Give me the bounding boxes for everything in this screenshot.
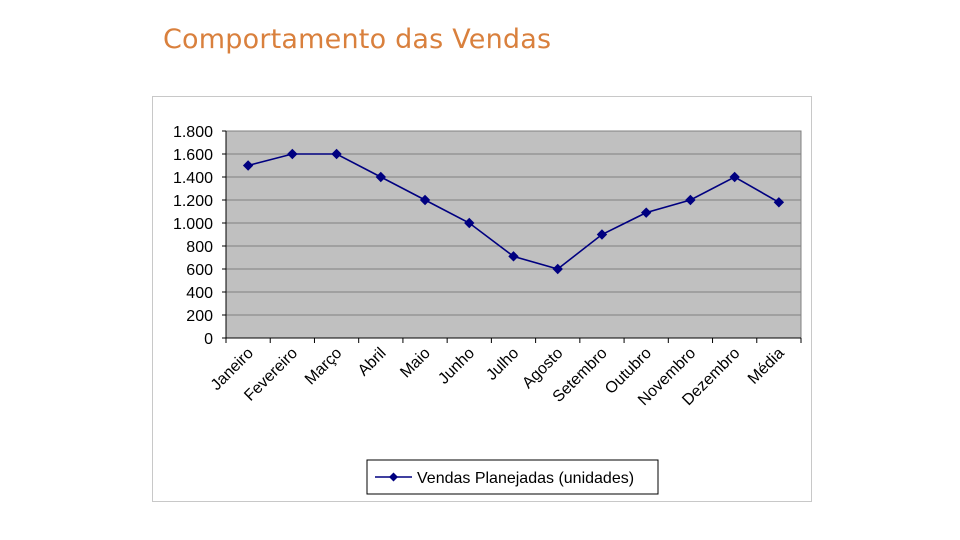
data-point-marker: [287, 148, 298, 160]
data-point-marker: [596, 229, 608, 240]
line-chart: 0 200 400 600 800 1.000 1.200 1.400 1.600 1.800 J…: [173, 124, 802, 495]
data-point-marker: [508, 251, 519, 262]
y-tick-label: 1.000: [173, 216, 213, 233]
slide-title: Comportamento das Vendas: [163, 24, 552, 55]
chart-frame: 0 200 400 600 800 1.000 1.200 1.400 1.600 1.800 J…: [152, 96, 812, 502]
x-tick-label: Média: [745, 345, 788, 388]
y-tick-label: 0: [204, 331, 213, 348]
gridlines: [226, 130, 801, 339]
data-point-marker: [552, 263, 563, 275]
legend-series-label: Vendas Planejadas (unidades): [417, 470, 634, 487]
y-tick-label: 1.400: [173, 170, 213, 187]
series: [242, 148, 785, 275]
y-tick-label: 600: [186, 262, 213, 279]
x-tick-label: Julho: [483, 345, 522, 384]
y-tick-label: 1.600: [173, 147, 213, 164]
y-tick-labels: 0 200 400 600 800 1.000 1.200 1.400 1.600 1.800: [173, 124, 213, 348]
x-tick-label: Março: [302, 345, 346, 389]
data-point-marker: [640, 207, 652, 218]
y-tick-label: 400: [186, 285, 213, 302]
data-point-marker: [464, 217, 475, 229]
y-tick-label: 200: [186, 308, 213, 325]
x-tick-label: Maio: [397, 345, 434, 382]
x-tick-label: Abril: [355, 345, 390, 380]
x-tick-label: Junho: [435, 345, 478, 388]
data-point-marker: [773, 197, 785, 208]
data-point-marker: [331, 148, 342, 160]
data-point-marker: [685, 194, 696, 206]
y-tick-label: 800: [186, 239, 213, 256]
axes: [222, 130, 802, 343]
data-point-marker: [419, 194, 431, 206]
y-tick-label: 1.200: [173, 193, 213, 210]
legend-box: [366, 459, 659, 495]
y-tick-label: 1.800: [173, 124, 213, 141]
data-point-marker: [729, 171, 740, 183]
data-point-marker: [375, 171, 387, 183]
plot-area: [225, 130, 802, 339]
legend-diamond-marker: [389, 472, 398, 482]
legend: Vendas Planejadas (unidades): [366, 459, 659, 495]
data-point-marker: [242, 160, 254, 171]
